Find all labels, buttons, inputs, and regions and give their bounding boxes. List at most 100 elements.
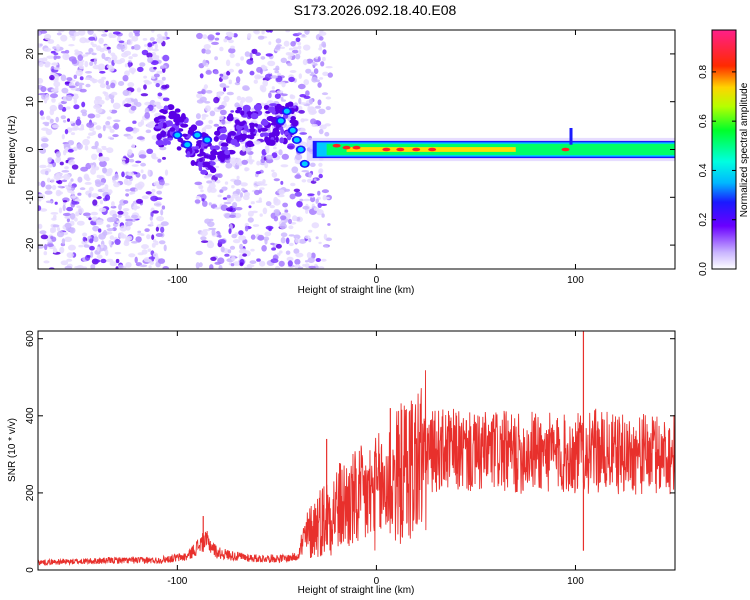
spectrogram-speckle: [145, 129, 152, 134]
spectrogram-speckle: [265, 201, 272, 207]
spectrogram-speckle: [265, 53, 273, 57]
colorbar-label: Normalized spectral amplitude: [739, 82, 750, 217]
spectrogram-speckle: [162, 266, 169, 269]
spectrogram-speckle: [43, 260, 50, 264]
spectrogram-speckle: [274, 210, 280, 217]
spectrogram-hotspot: [332, 143, 341, 148]
spectrogram-speckle: [253, 140, 261, 145]
spectrogram-speckle: [121, 161, 126, 165]
spectrogram-speckle: [125, 188, 131, 192]
spectrogram-speckle: [53, 52, 59, 56]
spectrogram-speckle: [79, 37, 88, 44]
spectrogram-speckle: [222, 197, 228, 200]
spectrogram-speckle: [304, 235, 311, 240]
spectrogram-speckle: [44, 243, 48, 251]
spectrogram-speckle: [219, 46, 224, 52]
spectrogram-speckle: [91, 153, 98, 160]
spectrogram-speckle: [107, 49, 112, 54]
spectrogram-speckle: [318, 170, 322, 174]
spectrogram-speckle: [102, 124, 106, 132]
spectrogram-speckle: [288, 234, 295, 237]
spectrogram-speckle: [291, 166, 299, 174]
spectrogram-speckle: [118, 203, 122, 211]
spectrogram-speckle: [307, 193, 315, 196]
spectrogram-speckle: [318, 173, 323, 179]
spectrogram-speckle: [156, 216, 165, 222]
spectrogram-speckle: [81, 54, 89, 57]
spectrogram-speckle: [125, 175, 133, 180]
spectrogram-x-tick-label: 100: [567, 275, 584, 286]
spectrogram-speckle: [93, 104, 101, 110]
spectrogram-speckle: [87, 30, 94, 35]
spectrogram-speckle: [44, 63, 50, 68]
spectrogram-speckle: [39, 147, 47, 154]
spectrogram-speckle: [265, 154, 273, 160]
spectrogram-speckle: [62, 119, 67, 123]
spectrogram-speckle: [125, 193, 129, 197]
spectrogram-speckle: [135, 236, 142, 243]
spectrogram-speckle: [158, 179, 165, 186]
spectrogram-speckle: [109, 137, 115, 140]
spectrogram-speckle: [315, 199, 319, 204]
spectrogram-speckle: [164, 169, 169, 176]
spectrogram-speckle: [305, 209, 309, 214]
spectrogram-speckle: [46, 55, 55, 59]
spectrogram-speckle: [112, 134, 119, 138]
spectrogram-speckle: [236, 129, 242, 136]
spectrogram-speckle: [306, 252, 312, 259]
spectrogram-speckle: [131, 214, 138, 219]
spectrogram-speckle: [43, 47, 52, 52]
spectrogram-speckle: [115, 266, 119, 269]
spectrogram-speckle: [308, 98, 314, 105]
spectrogram-speckle: [128, 253, 136, 258]
spectrogram-speckle: [277, 194, 285, 198]
spectrogram-speckle: [85, 83, 91, 88]
spectrogram-speckle: [230, 45, 235, 49]
spectrogram-speckle: [143, 84, 147, 90]
spectrogram-speckle: [221, 75, 229, 80]
spectrogram-speckle: [289, 70, 297, 73]
spectrogram-speckle: [82, 138, 90, 146]
colorbar-frame: [711, 29, 737, 270]
spectrogram-speckle: [213, 136, 219, 142]
spectrogram-speckle: [104, 91, 109, 97]
spectrogram-speckle: [269, 205, 276, 209]
spectrogram-speckle: [209, 161, 216, 166]
spectrogram-speckle: [270, 258, 279, 264]
spectrogram-marks: [38, 30, 675, 269]
spectrogram-speckle: [322, 194, 327, 201]
spectrogram-speckle: [108, 239, 112, 246]
spectrogram-speckle: [64, 215, 70, 219]
spectrogram-speckle: [325, 237, 333, 242]
spectrogram-speckle: [202, 229, 211, 232]
spectrogram-speckle: [73, 217, 78, 222]
spectrogram-speckle: [208, 154, 216, 161]
spectrogram-speckle: [299, 198, 304, 202]
spectrogram-speckle: [60, 34, 68, 42]
spectrogram-speckle: [75, 211, 80, 217]
spectrogram-speckle: [160, 209, 164, 216]
spectrogram-speckle: [200, 169, 208, 175]
spectrogram-speckle: [302, 198, 311, 202]
spectrogram-speckle: [249, 57, 254, 61]
spectrogram-speckle: [213, 70, 219, 75]
spectrogram-speckle: [127, 39, 133, 46]
spectrogram-speckle: [292, 46, 299, 51]
spectrogram-speckle: [279, 223, 287, 230]
spectrogram-speckle: [114, 173, 119, 180]
spectrogram-speckle: [268, 92, 272, 99]
spectrogram-speckle: [262, 79, 269, 87]
spectrogram-speckle: [45, 184, 52, 190]
spectrogram-speckle: [41, 94, 47, 100]
spectrogram-speckle: [253, 104, 263, 111]
spectrogram-speckle: [44, 123, 49, 127]
spectrogram-speckle: [162, 109, 168, 115]
spectrogram-speckle: [158, 240, 166, 245]
spectrogram-speckle: [47, 157, 53, 162]
spectrogram-speckle: [278, 260, 285, 267]
spectrogram-speckle: [201, 48, 206, 54]
spectrogram-speckle: [38, 31, 42, 36]
spectrogram-speckle: [99, 70, 106, 74]
spectrogram-speckle: [131, 46, 135, 50]
spectrogram-speckle: [214, 261, 222, 265]
